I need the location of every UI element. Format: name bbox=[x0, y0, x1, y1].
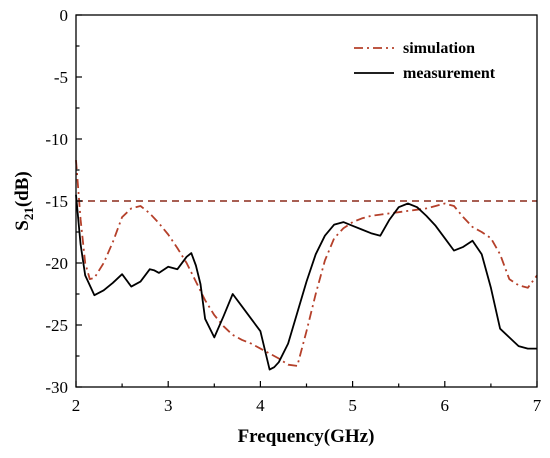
y-tick-label: -20 bbox=[45, 254, 68, 273]
y-tick-label: -15 bbox=[45, 192, 68, 211]
y-tick-label: 0 bbox=[60, 6, 69, 25]
plot-area bbox=[75, 160, 538, 371]
series-simulation-line bbox=[75, 160, 538, 367]
legend-label-simulation: simulation bbox=[403, 40, 475, 57]
axes: 2 3 4 5 6 7 0 -5 -10 -15 -20 -25 -30 bbox=[45, 6, 541, 415]
x-axis-title: Frequency(GHz) bbox=[238, 426, 375, 447]
x-tick-label: 2 bbox=[72, 396, 81, 415]
x-tick-label: 4 bbox=[256, 396, 265, 415]
y-tick-label: -30 bbox=[45, 378, 68, 397]
y-tick-label: -10 bbox=[45, 130, 68, 149]
y-tick-label: -5 bbox=[54, 68, 68, 87]
y-axis-title: S21(dB) bbox=[12, 171, 36, 230]
y-tick-label: -25 bbox=[45, 316, 68, 335]
legend-label-measurement: measurement bbox=[403, 65, 496, 82]
x-tick-label: 6 bbox=[441, 396, 450, 415]
series-measurement-line bbox=[75, 194, 537, 371]
legend: simulation measurement bbox=[354, 40, 496, 82]
x-tick-label: 3 bbox=[164, 396, 173, 415]
x-tick-label: 7 bbox=[533, 396, 542, 415]
x-tick-label: 5 bbox=[348, 396, 357, 415]
